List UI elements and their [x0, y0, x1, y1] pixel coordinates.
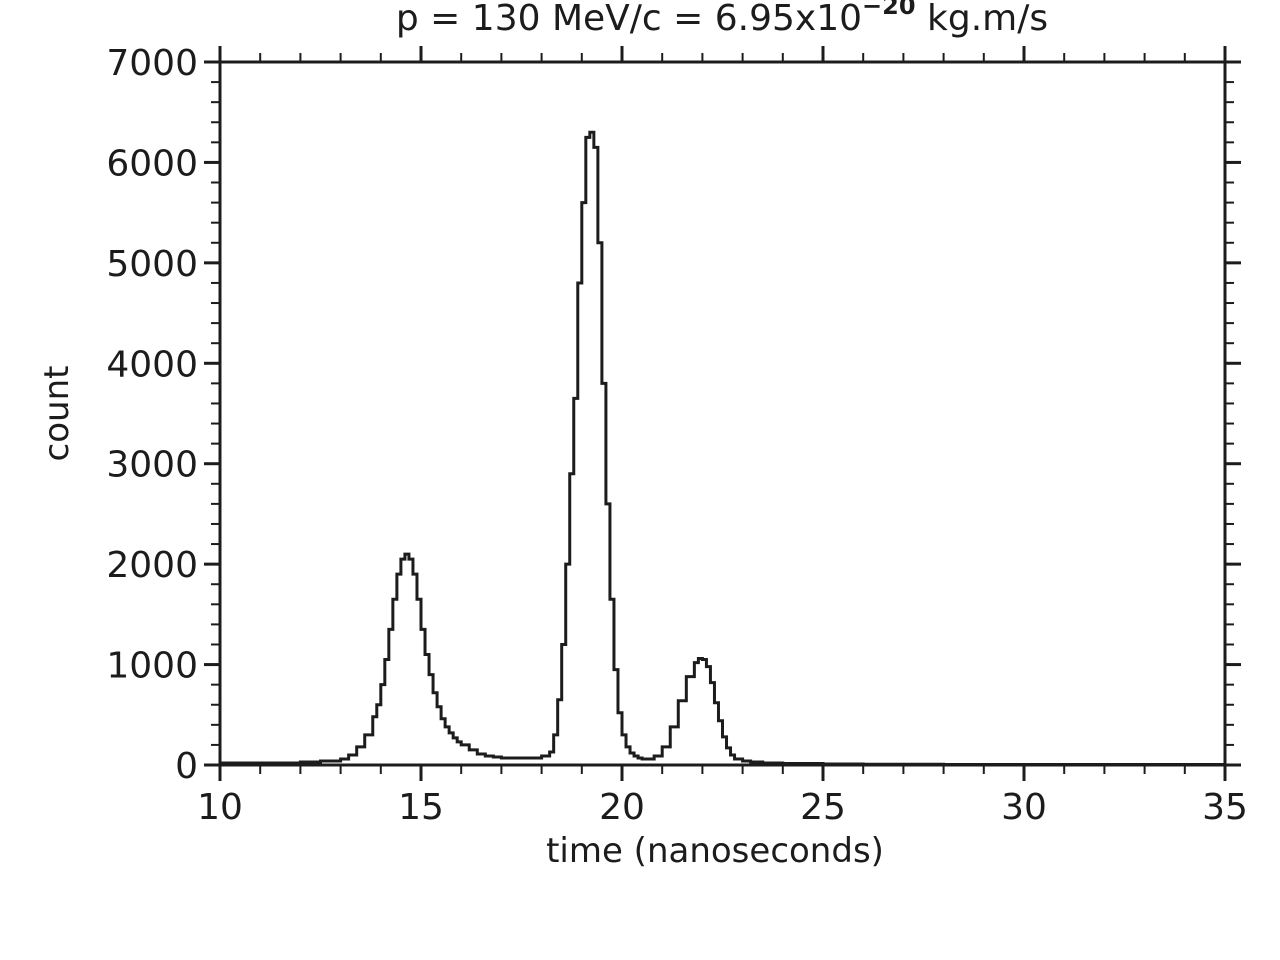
y-tick-label-6000: 6000 — [106, 143, 198, 184]
y-axis-label: count — [37, 366, 77, 462]
chart-title: p = 130 MeV/c = 6.95x10−20 kg.m/s — [396, 0, 1048, 39]
x-tick-label-15: 15 — [398, 787, 444, 828]
chart-title-superscript: −20 — [862, 0, 916, 20]
axis-ticks — [204, 46, 1241, 781]
y-tick-label-0: 0 — [175, 746, 198, 787]
x-tick-label-20: 20 — [599, 787, 645, 828]
y-tick-label-7000: 7000 — [106, 43, 198, 84]
x-tick-label-25: 25 — [800, 787, 846, 828]
x-tick-label-35: 35 — [1202, 787, 1248, 828]
x-axis-label: time (nanoseconds) — [546, 831, 884, 871]
series-histogram-line — [220, 130, 1225, 766]
x-tick-label-10: 10 — [197, 787, 243, 828]
x-tick-label-30: 30 — [1001, 787, 1047, 828]
y-tick-label-5000: 5000 — [106, 244, 198, 285]
plot-frame — [218, 60, 1227, 767]
y-tick-label-1000: 1000 — [106, 646, 198, 687]
chart-title-suffix: kg.m/s — [916, 0, 1049, 39]
axis-tick-labels: 10 15 20 25 30 35 0 1000 2000 3000 4000 5000 6000 700… — [106, 43, 1248, 828]
y-tick-label-3000: 3000 — [106, 445, 198, 486]
y-tick-label-4000: 4000 — [106, 344, 198, 385]
y-tick-label-2000: 2000 — [106, 545, 198, 586]
chart-title-main: p = 130 MeV/c = 6.95x10 — [396, 0, 862, 39]
